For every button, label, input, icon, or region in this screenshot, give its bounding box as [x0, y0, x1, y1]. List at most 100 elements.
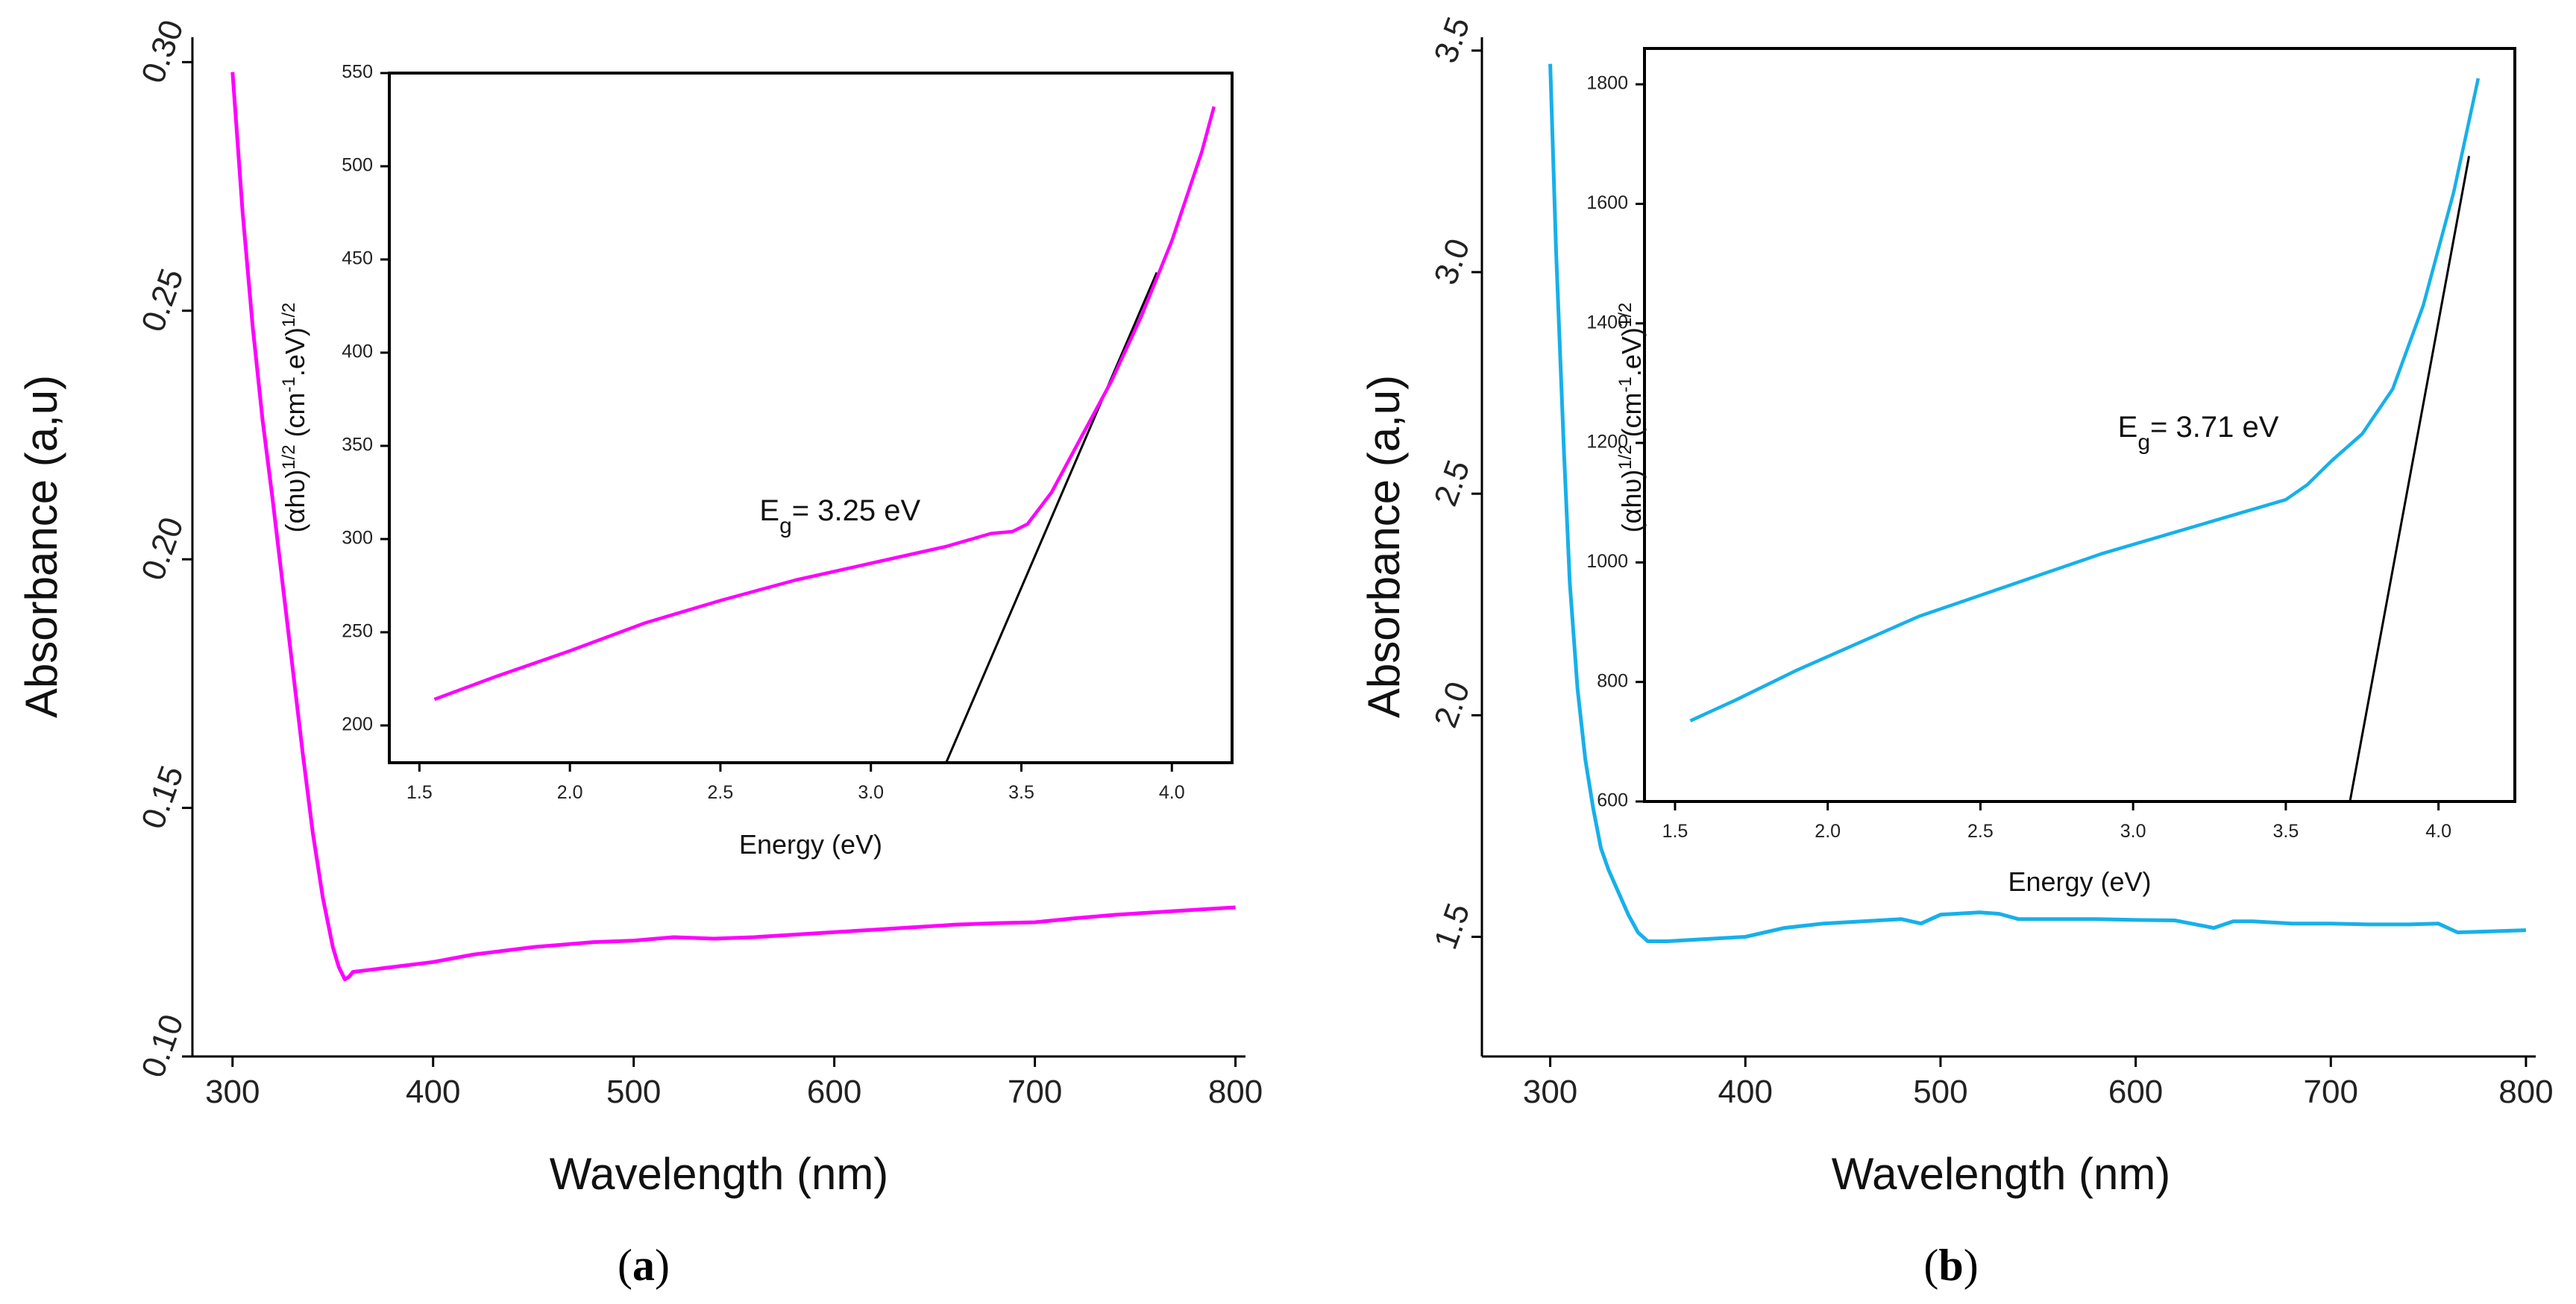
main-plot-a: 300 400 500 600 700 800 0.10 0.15 0.20 0.25 0.30 Ab…: [16, 16, 1263, 1199]
x-tick-label: 400: [406, 1074, 460, 1110]
x-axis-label: Wavelength (nm): [550, 1149, 889, 1199]
inset-x-tick-label: 1.5: [1662, 821, 1688, 842]
inset-y-tick-label: 600: [1597, 790, 1628, 811]
y-tick-label: 0.15: [134, 761, 190, 834]
panel-label-letter: a: [632, 1241, 655, 1290]
inset-x-tick-label: 2.5: [1967, 821, 1994, 842]
panel-label-close: ): [1964, 1241, 1979, 1290]
inset-y-label-part: (cm: [1616, 392, 1647, 444]
inset-x-tick-label: 3.5: [1008, 782, 1034, 803]
x-tick-label: 300: [1523, 1074, 1577, 1110]
inset-plot-a: 1.5 2.0 2.5 3.0 3.5 4.0 200 250 300 350 400 450 500 5…: [279, 62, 1234, 860]
tauc-fit-line-b: [2349, 156, 2471, 802]
panel-label-close: ): [655, 1241, 670, 1290]
inset-y-label-part: (αhυ): [280, 470, 310, 533]
inset-y-tick-label: 300: [342, 528, 373, 549]
panel-label-open: (: [1923, 1241, 1938, 1290]
x-tick-label: 500: [606, 1074, 661, 1110]
band-gap-symbol: E: [2118, 411, 2138, 444]
inset-y-label-superscript: 1/2: [279, 303, 299, 327]
inset-x-tick-label: 3.0: [858, 782, 884, 803]
inset-y-label-superscript: -1: [1615, 377, 1636, 392]
y-tick-label: 2.5: [1427, 456, 1477, 511]
inset-y-tick-label: 550: [342, 62, 373, 83]
inset-y-label-superscript: 1/2: [1615, 303, 1636, 327]
inset-y-label-part: (αhυ): [1616, 470, 1647, 533]
x-tick-label: 300: [205, 1074, 260, 1110]
inset-y-label-part: (cm: [280, 392, 310, 444]
inset-x-tick-label: 3.0: [2120, 821, 2146, 842]
inset-y-tick-label: 500: [342, 155, 373, 176]
main-plot-b: 300 400 500 600 700 800 1.5 2.0 2.5 3.0 3.5 Absorba…: [1359, 13, 2554, 1199]
y-tick-label: 0.25: [134, 264, 190, 336]
panel-label-letter: b: [1938, 1241, 1963, 1290]
inset-frame: [1643, 47, 2516, 803]
inset-x-axis-label: Energy (eV): [2008, 866, 2151, 897]
band-gap-subscript: g: [779, 514, 792, 538]
x-tick-label: 500: [1913, 1074, 1967, 1110]
x-tick-label: 400: [1718, 1074, 1773, 1110]
x-tick-label: 600: [2108, 1074, 2163, 1110]
y-tick-label: 2.0: [1427, 677, 1477, 732]
x-tick-label: 800: [1208, 1074, 1263, 1110]
y-axis-label: Absorbance (a,u): [16, 375, 66, 718]
inset-x-tick-label: 1.5: [406, 782, 433, 803]
inset-y-label-part: .eV): [1616, 327, 1647, 377]
x-tick-label: 700: [2304, 1074, 2358, 1110]
y-axis-label: Absorbance (a,u): [1359, 375, 1409, 718]
x-tick-label: 600: [807, 1074, 861, 1110]
panel-b: 300 400 500 600 700 800 1.5 2.0 2.5 3.0 3.5 Absorba…: [1359, 13, 2554, 1290]
y-tick-label: 0.10: [134, 1010, 190, 1082]
y-tick-label: 0.20: [134, 512, 190, 585]
y-tick-label: 3.0: [1427, 234, 1477, 289]
band-gap-annotation: Eg= 3.71 eV: [2118, 411, 2279, 455]
inset-y-tick-label: 450: [342, 248, 373, 269]
inset-y-tick-label: 400: [342, 341, 373, 362]
inset-plot-b: 1.5 2.0 2.5 3.0 3.5 4.0 600 800 1000 1200 1400 1600…: [1586, 47, 2516, 897]
band-gap-subscript: g: [2137, 430, 2150, 455]
tauc-curve-b: [1689, 78, 2481, 722]
inset-y-tick-label: 1600: [1586, 192, 1628, 213]
y-tick-label: 1.5: [1427, 898, 1477, 954]
inset-x-axis-label: Energy (eV): [739, 829, 882, 860]
inset-x-tick-label: 2.0: [1815, 821, 1841, 842]
x-axis-label: Wavelength (nm): [1832, 1149, 2171, 1199]
inset-y-axis-label: (αhυ)1/2 (cm-1.eV)1/2: [279, 303, 311, 533]
inset-y-tick-label: 1400: [1586, 312, 1628, 333]
inset-x-tick-label: 4.0: [1159, 782, 1185, 803]
inset-y-axis-label: (αhυ)1/2 (cm-1.eV)1/2: [1615, 303, 1647, 533]
inset-y-tick-label: 350: [342, 435, 373, 456]
panel-label-a: (a): [618, 1241, 670, 1290]
inset-y-tick-label: 200: [342, 714, 373, 735]
inset-y-label-superscript: 1/2: [1615, 444, 1636, 469]
inset-x-tick-label: 2.0: [557, 782, 583, 803]
band-gap-value: = 3.71 eV: [2150, 411, 2279, 444]
inset-y-tick-label: 1200: [1586, 432, 1628, 453]
x-tick-label: 700: [1008, 1074, 1062, 1110]
y-tick-label: 0.30: [134, 16, 190, 88]
absorbance-curve-a: [230, 72, 1236, 982]
x-tick-label: 800: [2498, 1074, 2553, 1110]
inset-y-label-part: .eV): [280, 327, 310, 377]
panel-a: 300 400 500 600 700 800 0.10 0.15 0.20 0.25 0.30 Ab…: [16, 16, 1263, 1290]
inset-frame: [388, 72, 1234, 764]
absorbance-curve-b: [1548, 63, 2526, 943]
band-gap-symbol: E: [759, 494, 779, 527]
tauc-curve-a: [433, 106, 1216, 702]
y-tick-label: 3.5: [1427, 13, 1477, 68]
inset-y-tick-label: 1000: [1586, 551, 1628, 572]
inset-y-tick-label: 250: [342, 621, 373, 642]
inset-x-tick-label: 4.0: [2425, 821, 2451, 842]
band-gap-value: = 3.25 eV: [792, 494, 921, 527]
panel-label-b: (b): [1923, 1241, 1978, 1290]
inset-y-tick-label: 1800: [1586, 73, 1628, 94]
inset-y-label-superscript: 1/2: [279, 444, 299, 469]
inset-x-tick-label: 2.5: [708, 782, 734, 803]
band-gap-annotation: Eg= 3.25 eV: [759, 494, 920, 538]
panel-label-open: (: [618, 1241, 632, 1290]
inset-x-tick-label: 3.5: [2273, 821, 2299, 842]
inset-y-label-superscript: -1: [279, 377, 299, 392]
tauc-fit-line-a: [945, 271, 1158, 763]
inset-y-tick-label: 800: [1597, 670, 1628, 691]
